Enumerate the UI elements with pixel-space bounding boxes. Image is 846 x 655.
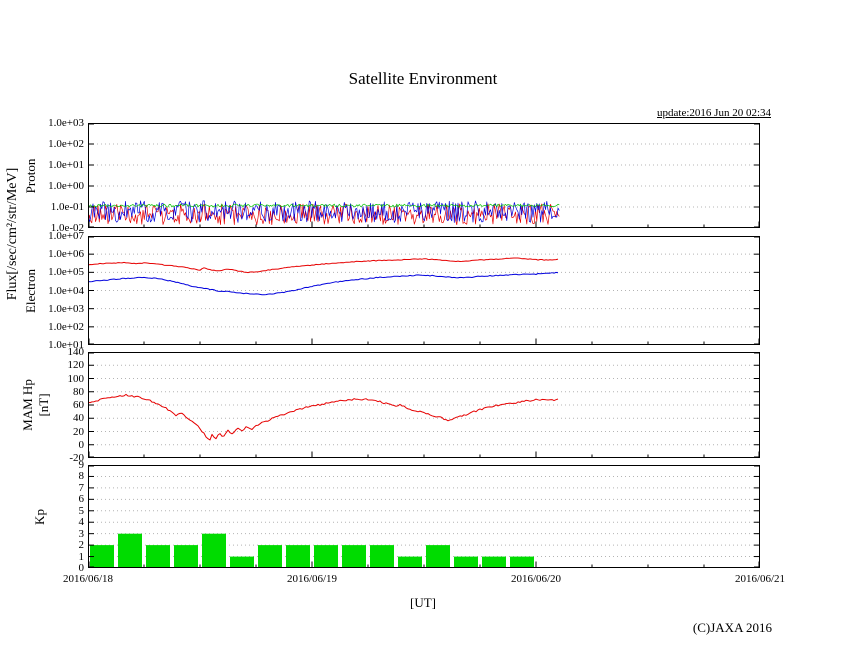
proton-flux-axis-label: Proton [23,158,38,193]
page-title: Satellite Environment [348,69,498,88]
mam-hp-ytick-label: 60 [73,399,84,411]
x-tick-label: 2016/06/18 [62,573,114,585]
kp-index-ytick-label: 3 [78,527,85,540]
kp-index-ytick-label: 6 [78,493,85,506]
kp-index-ytick-label: 5 [78,504,85,517]
kp-index-axis-label: Kp [32,508,47,525]
electron-flux-ytick-label: 1.0e+02 [48,320,84,333]
x-tick-label: 2016/06/20 [510,573,562,585]
electron-flux-ytick-label: 1.0e+07 [48,230,84,242]
mam-hp-ytick-label: 140 [67,346,85,358]
copyright-label: (C)JAXA 2016 [692,620,772,635]
kp-bar [202,533,226,567]
proton-flux-ytick-label: 1.0e+00 [48,180,84,192]
electron-flux-axis-label: Electron [23,268,38,313]
kp-bar [174,545,198,567]
proton-flux-ytick-label: 1.0e+03 [48,117,84,129]
mam-hp-axis-label: MAM Hp [20,379,35,431]
mam-hp-ytick-label: 40 [73,412,84,425]
kp-bar [482,556,506,567]
kp-bar [286,545,310,567]
kp-index-plot [88,465,760,568]
mam-hp-axis-label: [nT] [36,393,51,417]
mam-hp-ytick-label: 100 [67,372,85,385]
kp-bar [90,545,114,567]
kp-bar [426,545,450,567]
x-tick-label: 2016/06/19 [286,573,338,585]
mam-hp-ytick-label: -20 [69,452,84,464]
kp-index-ytick-label: 9 [78,459,85,471]
kp-bar [398,556,422,567]
x-tick-label: 2016/06/21 [734,573,786,585]
electron-flux-ytick-label: 1.0e+01 [48,339,84,351]
electron-flux-ytick-label: 1.0e+06 [48,248,84,261]
kp-index-ytick-label: 4 [78,516,85,529]
proton-flux-ytick-label: 1.0e+01 [48,159,84,171]
kp-bar [314,545,338,567]
kp-index-ytick-label: 0 [78,562,85,574]
electron-flux-ytick-label: 1.0e+05 [48,266,84,279]
mam-hp-ytick-label: 80 [73,385,84,398]
mam-hp-ytick-label: 0 [78,438,85,451]
kp-bar [258,545,282,567]
kp-bar [146,545,170,567]
mam-hp-ytick-label: 120 [67,359,85,372]
kp-index-ytick-label: 8 [78,470,85,483]
kp-bar [454,556,478,567]
mam-hp-ytick-label: 20 [73,425,84,438]
electron-flux-plot [88,236,760,345]
kp-bar [342,545,366,567]
proton-flux-ytick-label: 1.0e-01 [50,201,84,213]
proton-flux-ytick-label: 1.0e+02 [48,138,84,150]
kp-bar [230,556,254,567]
x-axis-unit-label: [UT] [410,595,436,610]
kp-index-ytick-label: 1 [78,550,85,563]
kp-bar [510,556,534,567]
kp-index-ytick-label: 2 [78,539,85,552]
kp-bar [118,533,142,567]
electron-flux-ytick-label: 1.0e+04 [48,284,84,297]
electron-flux-ytick-label: 1.0e+03 [48,302,84,315]
update-timestamp: update:2016 Jun 20 02:34 [657,107,771,119]
mam-hp-plot [88,352,760,458]
kp-index-ytick-label: 7 [78,481,85,494]
proton-flux-ytick-label: 1.0e-02 [50,222,84,234]
flux-axis-label: Flux[/sec/cm²/str/MeV] [5,167,20,301]
kp-bar [370,545,394,567]
proton-flux-plot [88,123,760,228]
